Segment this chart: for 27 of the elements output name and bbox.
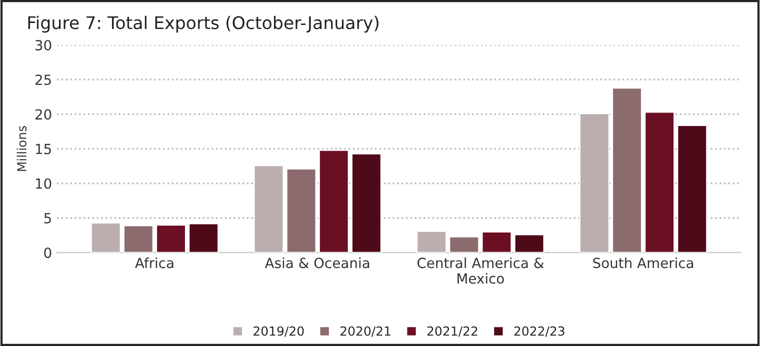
- x-tick-label: Central America & Mexico: [417, 257, 544, 284]
- bar: [90, 222, 122, 253]
- legend-label: 2020/21: [340, 326, 390, 337]
- bar: [286, 168, 317, 253]
- x-tick-label: South America: [593, 257, 694, 268]
- chart-title: Figure 7: Total Exports (October-January): [28, 16, 378, 33]
- bar: [676, 124, 708, 253]
- legend-label: 2022/23: [514, 326, 564, 337]
- y-tick-label: 15: [36, 144, 51, 154]
- y-tick-label: 30: [36, 40, 52, 50]
- bar: [351, 152, 382, 253]
- bar: [481, 231, 512, 253]
- x-tick-label: Africa: [135, 257, 174, 268]
- bar: [514, 234, 545, 253]
- y-tick-label: 0: [44, 248, 52, 258]
- y-tick-label: 20: [35, 109, 52, 120]
- y-tick-label: 5: [44, 213, 51, 224]
- y-tick-label: 25: [35, 74, 51, 86]
- y-axis-title: Millions: [16, 126, 26, 171]
- bar: [253, 164, 284, 253]
- bar: [448, 236, 480, 253]
- legend-label: 2021/22: [427, 326, 478, 337]
- bar: [318, 149, 350, 253]
- y-tick-label: 10: [36, 178, 52, 189]
- legend-label: 2019/20: [254, 326, 304, 337]
- x-tick-label: Asia & Oceania: [264, 257, 370, 268]
- bar: [416, 230, 447, 253]
